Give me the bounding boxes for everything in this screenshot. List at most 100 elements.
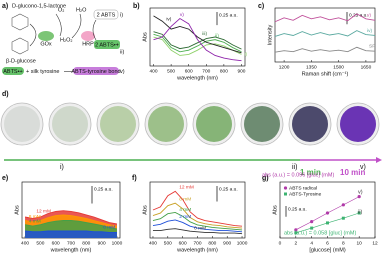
x-tick-label: 1000: [237, 240, 248, 246]
x-tick-label: 900: [223, 240, 231, 246]
h2o2: H₂O₂: [60, 37, 73, 43]
series-line: [153, 31, 242, 50]
panel-label: e): [2, 175, 8, 182]
x-tick-label: 400: [21, 240, 29, 246]
series-line: [24, 220, 118, 230]
x-axis-label: wavelength (nm): [50, 247, 92, 253]
abts-single: ABTS•+: [3, 69, 23, 75]
x-axis-label: [glucose] (mM): [309, 247, 346, 253]
series-label: iv): [367, 28, 372, 34]
series-line: [153, 17, 242, 62]
x-tick-label: 800: [208, 240, 216, 246]
x-tick-label: 400: [150, 68, 158, 74]
x-axis-label: wavelength (nm): [176, 247, 218, 253]
dish: [196, 106, 232, 142]
x-tick-label: 500: [167, 68, 175, 74]
series-label: iii): [202, 31, 207, 37]
x-tick-label: 500: [164, 240, 172, 246]
arrow: [55, 13, 62, 37]
plus-silk: + silk tyrosine: [26, 69, 59, 75]
plot-frame: [274, 7, 376, 63]
panel-label: f): [132, 175, 137, 182]
x-tick-label: 400: [149, 240, 157, 246]
point: [326, 221, 329, 225]
series-line: [274, 46, 376, 53]
abts-box: [93, 9, 119, 20]
series-line: [153, 36, 242, 56]
series-line: [152, 228, 243, 235]
x-tick-label: 600: [52, 240, 60, 246]
series-label: ii): [215, 33, 219, 39]
series-label: SF: [369, 43, 375, 49]
arrow: [92, 19, 97, 41]
series-line: [153, 33, 242, 53]
photos: d) i) ii) v) 1 min 10 min: [0, 91, 382, 177]
series-label: v): [367, 13, 371, 19]
area-fill: [25, 231, 117, 238]
y-axis-label: Abs: [272, 205, 278, 215]
series-label: iv): [166, 16, 171, 22]
panel-label: c): [258, 3, 264, 10]
panel-label: a): [2, 3, 8, 10]
scale-bar-label: 0.25 a.u.: [94, 186, 113, 192]
photo-label: ii): [292, 164, 297, 171]
label-ii: ii): [120, 49, 124, 55]
series-label: 12 mM: [179, 185, 194, 191]
abts-radical-box: [94, 40, 120, 49]
legend-label: ABTS-Tyrosine: [289, 191, 322, 197]
legend-label: ABTS radical: [289, 185, 317, 191]
point: [294, 228, 298, 232]
x-tick-label: 600: [179, 240, 187, 246]
dish: [340, 106, 376, 142]
point: [294, 231, 298, 235]
series-line: [152, 190, 243, 227]
series-label: 2 mM: [179, 214, 191, 220]
dish: [52, 106, 88, 142]
x-tick-label: 1650: [361, 64, 372, 70]
bond: ABTS-tyrosine bond: [71, 69, 120, 75]
label-v: v): [120, 69, 125, 75]
h2o: H₂O: [76, 7, 87, 13]
hrp: [81, 31, 95, 41]
time-label: 10 min: [340, 168, 365, 177]
point: [341, 203, 345, 207]
panel-label: b): [133, 3, 140, 10]
photo-label: v): [360, 164, 366, 171]
y-axis-label: Abs: [142, 32, 148, 42]
series-label: v): [180, 12, 184, 18]
x-axis-label: Raman shift (cm⁻¹): [302, 71, 349, 77]
x-tick-label: 10: [356, 240, 362, 246]
series-line: [152, 219, 243, 233]
series-line: [24, 210, 118, 225]
series-label: 12 mM: [36, 208, 51, 214]
bond-box: [73, 67, 119, 75]
x-tick-label: 700: [193, 240, 201, 246]
sugar-ring: [11, 37, 29, 55]
series-line: [153, 15, 242, 54]
y-axis-label: Abs: [142, 205, 148, 215]
dish: [244, 106, 280, 142]
series-label: 8 mM: [179, 196, 191, 202]
legend-marker: [284, 192, 287, 196]
arrow-head: [376, 157, 382, 163]
y-axis-label: Intensity: [267, 25, 273, 46]
series-label: 0 mM: [103, 225, 115, 231]
plot-frame: [149, 7, 246, 67]
annotation: abs (a.u.) = 0.058 [gluc] (mM): [284, 230, 356, 236]
scale-bar-label: 0.25 a.u.: [219, 186, 238, 192]
dish: [100, 106, 136, 142]
series-label: 4 mM: [179, 207, 191, 213]
arrow: [29, 23, 37, 47]
x-tick-label: 2: [294, 240, 297, 246]
series-line: [152, 202, 243, 229]
x-tick-label: 8: [342, 240, 345, 246]
x-tick-label: 500: [36, 240, 44, 246]
x-tick-label: 1350: [306, 64, 317, 70]
panel-label: g): [262, 175, 269, 182]
o2: O₂: [58, 7, 64, 13]
panel-label: d): [2, 91, 9, 98]
dish: [148, 106, 184, 142]
point: [341, 216, 345, 220]
